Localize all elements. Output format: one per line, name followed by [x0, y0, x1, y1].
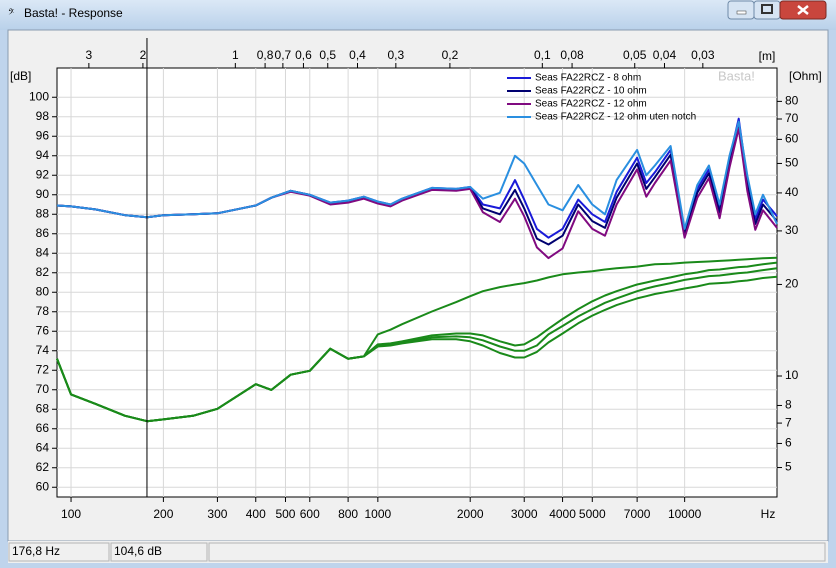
legend-label: Seas FA22RCZ - 8 ohm — [535, 73, 641, 84]
y-tick-label: 94 — [36, 148, 50, 162]
status-frequency: 176,8 Hz — [12, 544, 60, 558]
x2-tick-label: 0,7 — [275, 48, 292, 62]
x2-tick-label: 0,4 — [349, 48, 366, 62]
y-tick-label: 80 — [36, 284, 50, 298]
legend-label: Seas FA22RCZ - 12 ohm uten notch — [535, 112, 696, 123]
y-tick-label: 72 — [36, 362, 50, 376]
x2-tick-label: 0,03 — [691, 48, 715, 62]
y-tick-label: 68 — [36, 401, 50, 415]
maximize-button[interactable] — [753, 0, 781, 20]
status-level: 104,6 dB — [114, 544, 162, 558]
x2-tick-label: 0,3 — [388, 48, 405, 62]
y-tick-label: 100 — [29, 89, 49, 103]
x2-tick-label: 2 — [140, 48, 147, 62]
y2-tick-label: 50 — [785, 156, 799, 170]
y-tick-label: 64 — [36, 440, 50, 454]
y2-tick-label: 70 — [785, 111, 799, 125]
x-tick-label: 5000 — [579, 507, 606, 521]
status-panel — [208, 542, 826, 562]
x-tick-label: 600 — [300, 507, 320, 521]
window-title: Basta! - Response — [24, 6, 123, 20]
y-tick-label: 76 — [36, 323, 50, 337]
x2-tick-label: 0,04 — [653, 48, 677, 62]
y-tick-label: 92 — [36, 167, 50, 181]
x2-tick-label: 0,8 — [257, 48, 274, 62]
x-tick-label: 300 — [207, 507, 227, 521]
y2-tick-label: 7 — [785, 415, 792, 429]
x2-tick-label: 1 — [232, 48, 239, 62]
y-tick-label: 62 — [36, 460, 50, 474]
y2-tick-label: 60 — [785, 132, 799, 146]
y-tick-label: 86 — [36, 226, 50, 240]
x-tick-label: 200 — [153, 507, 173, 521]
y2-tick-label: 6 — [785, 436, 792, 450]
x-tick-label: 4000 — [549, 507, 576, 521]
y2-tick-label: 10 — [785, 368, 799, 382]
x2-tick-label: 0,05 — [623, 48, 647, 62]
x2-axis-label: [m] — [759, 49, 776, 63]
y-tick-label: 90 — [36, 187, 50, 201]
y2-tick-label: 8 — [785, 398, 792, 412]
x2-tick-label: 0,2 — [442, 48, 459, 62]
x2-tick-label: 0,5 — [319, 48, 336, 62]
y2-axis-label: [Ohm] — [789, 69, 822, 83]
y2-tick-label: 20 — [785, 277, 799, 291]
minimize-button[interactable] — [727, 0, 755, 20]
legend-label: Seas FA22RCZ - 10 ohm — [535, 86, 647, 97]
x-tick-label: 800 — [338, 507, 358, 521]
y-tick-label: 96 — [36, 128, 50, 142]
y-tick-label: 70 — [36, 382, 50, 396]
x-tick-label: 2000 — [457, 507, 484, 521]
x-tick-label: 500 — [275, 507, 295, 521]
x2-tick-label: 0,6 — [295, 48, 312, 62]
x-tick-label: 3000 — [511, 507, 538, 521]
y-axis-label: [dB] — [10, 69, 31, 83]
x-tick-label: 10000 — [668, 507, 702, 521]
minimize-icon — [736, 10, 747, 15]
series-line — [56, 256, 778, 423]
y-tick-label: 84 — [36, 245, 50, 259]
x-tick-label: 100 — [61, 507, 81, 521]
x-axis-label: Hz — [761, 507, 776, 521]
y2-tick-label: 5 — [785, 460, 792, 474]
y-tick-label: 66 — [36, 421, 50, 435]
y-tick-label: 88 — [36, 206, 50, 220]
app-icon: 𝄢 — [8, 9, 15, 20]
x-tick-label: 400 — [246, 507, 266, 521]
y-tick-label: 98 — [36, 109, 50, 123]
title-bar — [0, 0, 836, 30]
status-panel — [110, 542, 208, 562]
maximize-icon — [761, 4, 773, 14]
status-panel — [8, 542, 110, 562]
y-tick-label: 60 — [36, 479, 50, 493]
x-tick-label: 7000 — [624, 507, 651, 521]
x-tick-label: 1000 — [364, 507, 391, 521]
y-tick-label: 74 — [36, 343, 50, 357]
x2-tick-label: 3 — [86, 48, 93, 62]
legend-label: Seas FA22RCZ - 12 ohm — [535, 99, 647, 110]
y2-tick-label: 30 — [785, 223, 799, 237]
y2-tick-label: 40 — [785, 185, 799, 199]
y2-tick-label: 80 — [785, 94, 799, 108]
y-tick-label: 78 — [36, 304, 50, 318]
y-tick-label: 82 — [36, 265, 50, 279]
close-icon — [797, 5, 809, 15]
watermark: Basta! — [718, 68, 755, 83]
plot-area — [56, 67, 778, 498]
x2-tick-label: 0,08 — [560, 48, 584, 62]
status-bar — [8, 541, 828, 563]
x2-tick-label: 0,1 — [534, 48, 551, 62]
series-line — [56, 120, 778, 230]
